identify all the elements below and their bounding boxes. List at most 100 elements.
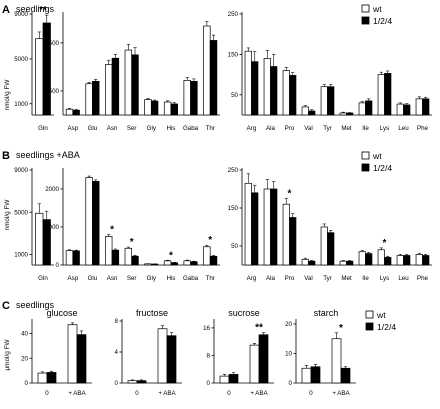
panel-b-title: seedlings +ABA	[16, 150, 80, 160]
c4-y-tick-label: 0	[289, 380, 293, 387]
a2-bar-mutant	[72, 109, 80, 116]
b2-bar-mutant	[92, 181, 100, 266]
b2-bar-mutant	[150, 263, 159, 266]
a2-bar-mutant	[170, 103, 178, 116]
c3-y-tick-label: 16	[203, 325, 210, 332]
b3-category-label: Tyr	[323, 275, 332, 282]
c4-y-tick-label: 10	[285, 351, 292, 358]
b2-bar-mutant	[170, 262, 178, 266]
a3-bar-mutant	[384, 73, 392, 116]
b2-category-label: Gaba	[183, 275, 199, 282]
a2-bar-mutant	[92, 80, 100, 116]
a3-bar-mutant	[308, 110, 316, 116]
b3-bar-wt	[396, 255, 404, 266]
b2-significance-mark: *	[130, 237, 134, 248]
a3-bar-mutant	[422, 98, 430, 116]
legend-b-wt-swatch	[361, 151, 370, 160]
legend-a-mutant-label: 1/2/4	[373, 16, 392, 26]
c1-category-label: + ABA	[68, 390, 86, 397]
a3-y-tick-label: 50	[231, 92, 238, 99]
b3-category-label: Phe	[417, 275, 429, 282]
b3-bar-wt	[377, 249, 385, 266]
b2-bar-wt	[65, 250, 74, 266]
c1-y-tick-label: 0	[25, 380, 29, 387]
legend-c-mutant-swatch	[365, 322, 374, 331]
a3-category-label: Pro	[285, 125, 295, 132]
c3-y-tick-label: 8	[207, 353, 211, 360]
b3-y-tick-label: 150	[228, 205, 239, 212]
panel-b-ylabel: nmol/g FW	[4, 199, 11, 231]
c2-y-tick-label: 8	[115, 318, 119, 325]
a2-bar-wt	[183, 80, 191, 116]
a2-bar-mutant	[150, 100, 159, 116]
a2-bar-mutant	[131, 54, 139, 116]
c3-category-label: + ABA	[250, 390, 268, 397]
a2-category-label: His	[166, 125, 175, 132]
b3-bar-mutant	[251, 192, 259, 266]
a3-category-label: Lys	[380, 125, 389, 132]
a3-bar-mutant	[346, 112, 354, 116]
panel-c-ylabel: µmol/g FW	[4, 339, 11, 371]
a3-bar-mutant	[403, 104, 411, 116]
b2-bar-wt	[163, 260, 172, 266]
c1-y-tick-label: 20	[21, 355, 28, 362]
c3-bar-wt	[219, 375, 230, 384]
panel-c-label: C	[2, 300, 10, 312]
c1-title: glucose	[46, 308, 77, 318]
a2-category-label: Gly	[147, 125, 157, 132]
b3-bar-wt	[244, 182, 252, 266]
legend-c-wt-label: wt	[376, 310, 386, 320]
panel-a-title: seedlings	[16, 4, 55, 14]
b3-category-label: Pro	[285, 275, 295, 282]
c4-category-label: 0	[309, 390, 313, 397]
a1-category-label: Gln	[38, 125, 48, 132]
a3-category-label: Arg	[247, 125, 257, 132]
b1-bar-wt	[35, 212, 44, 266]
legend-b-wt-label: wt	[372, 151, 382, 161]
c1-bar-wt	[67, 324, 78, 384]
b2-significance-mark: *	[169, 250, 173, 261]
c3-significance-mark: **	[255, 323, 263, 334]
b2-bar-mutant	[209, 255, 218, 266]
a2-bar-wt	[85, 83, 93, 116]
a1-bar-mutant	[42, 22, 51, 116]
a2-bar-wt	[144, 99, 152, 116]
b3-bar-mutant	[422, 255, 430, 266]
a3-bar-wt	[244, 50, 252, 116]
a2-y-tick-label: 1500	[45, 40, 59, 47]
panel-a-label: A	[2, 4, 10, 16]
a2-category-label: Asp	[67, 125, 78, 132]
b1-y-tick-label: 9000	[14, 167, 28, 174]
b3-category-label: Leu	[398, 275, 409, 282]
c3-title: sucrose	[228, 308, 260, 318]
c2-bar-wt	[157, 328, 168, 384]
a3-category-label: Ile	[362, 125, 369, 132]
legend-b-mutant-swatch	[361, 163, 370, 172]
a2-category-label: Gaba	[183, 125, 199, 132]
a2-bar-mutant	[209, 40, 218, 116]
b2-category-label: Asn	[107, 275, 118, 282]
a2-bar-wt	[163, 101, 172, 116]
b3-category-label: Ile	[362, 275, 369, 282]
c1-bar-wt	[37, 372, 48, 384]
a2-bar-wt	[203, 25, 211, 116]
b3-y-tick-label: 50	[231, 243, 238, 250]
legend-a-wt-label: wt	[372, 4, 382, 14]
b1-y-tick-label: 1000	[14, 252, 28, 259]
b3-bar-mutant	[403, 255, 411, 266]
c4-title: starch	[314, 308, 339, 318]
a3-bar-wt	[358, 102, 366, 116]
b2-bar-mutant	[111, 249, 120, 266]
b2-significance-mark: *	[208, 235, 212, 246]
b1-y-tick-label: 5000	[14, 209, 28, 216]
b3-bar-mutant	[289, 217, 297, 266]
b2-category-label: Glu	[88, 275, 98, 282]
a3-bar-mutant	[251, 61, 259, 116]
a1-bar-wt	[35, 38, 44, 116]
b3-bar-mutant	[327, 232, 335, 266]
b3-category-label: Ala	[266, 275, 276, 282]
b2-significance-mark: *	[110, 225, 114, 236]
legend-b-mutant-label: 1/2/4	[373, 163, 392, 173]
b3-significance-mark: *	[288, 189, 292, 200]
